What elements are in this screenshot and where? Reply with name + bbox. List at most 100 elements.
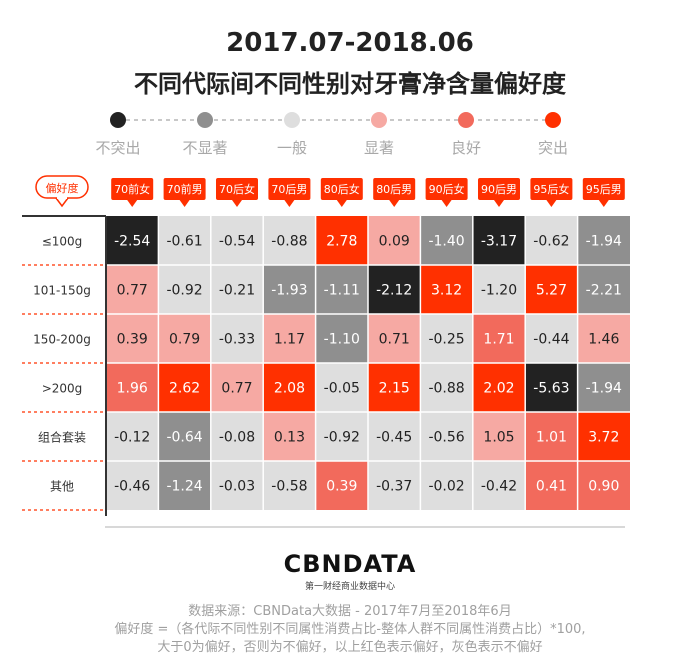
cell-value: 0.39 [326, 479, 357, 495]
cell-value: -1.10 [324, 332, 360, 348]
legend-dot [371, 112, 387, 128]
heatmap-cell [577, 216, 630, 265]
heatmap-cell [420, 216, 473, 265]
legend-label: 良好 [451, 139, 481, 157]
cell-value: -0.08 [219, 430, 255, 446]
svg-text:70后男: 70后男 [271, 183, 307, 196]
cell-value: -2.21 [586, 283, 622, 299]
legend-label: 不显著 [182, 139, 227, 157]
heatmap-cell [420, 363, 473, 412]
cell-value: 0.90 [588, 479, 619, 495]
cell-value: 1.96 [117, 381, 148, 397]
heatmap-cell [577, 461, 630, 510]
legend-label: 显著 [364, 139, 394, 157]
column-header: 70前女 [111, 178, 154, 207]
cell-value: -3.17 [481, 234, 517, 250]
heatmap-cell [368, 314, 421, 363]
column-header: 70前男 [163, 178, 206, 207]
cell-value: -0.62 [533, 234, 569, 250]
heatmap-cell [420, 412, 473, 461]
cell-value: -0.54 [219, 234, 255, 250]
source-note: 数据来源：CBNData大数据 - 2017年7月至2018年6月 [188, 604, 512, 619]
heatmap-cell [315, 216, 368, 265]
cell-value: 1.71 [483, 332, 514, 348]
cell-value: -0.58 [271, 479, 307, 495]
heatmap-cell [472, 314, 526, 363]
cell-value: 3.12 [431, 283, 462, 299]
row-label: 150-200g [33, 333, 91, 347]
heatmap-cell [158, 412, 211, 461]
cell-value: 1.17 [274, 332, 305, 348]
heatmap-cell [315, 461, 368, 510]
column-header: 90后男 [478, 178, 520, 207]
row-label: ≤100g [42, 235, 83, 249]
cell-value: 0.71 [379, 332, 410, 348]
svg-text:80后男: 80后男 [376, 183, 412, 196]
cell-value: 0.39 [117, 332, 148, 348]
heatmap-cell [158, 461, 211, 510]
cell-value: 3.72 [588, 430, 619, 446]
column-header: 80后男 [373, 178, 416, 207]
heatmap-cell [106, 461, 159, 510]
svg-text:70后女: 70后女 [219, 182, 255, 196]
column-header: 95后女 [530, 178, 573, 207]
heatmap-cell [525, 265, 578, 314]
heatmap-cell [315, 412, 368, 461]
heatmap-cell [210, 461, 264, 510]
column-header: 70后男 [268, 178, 311, 207]
heatmap-cell [106, 412, 159, 461]
heatmap-cell [315, 265, 368, 314]
cell-value: -0.05 [324, 381, 360, 397]
legend-dot [458, 112, 474, 128]
cell-value: -1.94 [586, 381, 622, 397]
cell-value: 2.78 [326, 234, 357, 250]
heatmap-cell [472, 265, 526, 314]
heatmap-cell [525, 363, 578, 412]
heatmap-cell [525, 314, 578, 363]
cell-value: -2.12 [376, 283, 412, 299]
svg-text:70前女: 70前女 [114, 182, 150, 196]
heatmap-chart: 偏好度 70前女 70前男 70后女 70后男 80后女 80后男 90后女 90后男 95后女 9… [22, 175, 630, 516]
cell-value: -1.40 [428, 234, 464, 250]
legend-label: 不突出 [95, 139, 140, 157]
svg-text:90后男: 90后男 [481, 183, 517, 196]
cell-value: 0.79 [169, 332, 200, 348]
row-label: >200g [42, 382, 83, 396]
heatmap-cell [158, 314, 211, 363]
heatmap-cell [158, 265, 211, 314]
cell-value: -1.11 [324, 283, 360, 299]
heatmap-cell [368, 265, 421, 314]
legend-label: 一般 [277, 139, 307, 157]
cell-value: 2.08 [274, 381, 305, 397]
heatmap-cell [525, 216, 578, 265]
column-header: 90后女 [425, 178, 468, 207]
chart-title-line2: 不同代际间不同性别对牙膏净含量偏好度 [134, 70, 566, 98]
heatmap-cell [525, 461, 578, 510]
svg-text:偏好度: 偏好度 [46, 181, 79, 195]
cell-value: -1.94 [586, 234, 622, 250]
cell-value: -0.45 [376, 430, 412, 446]
heatmap-cell [210, 363, 264, 412]
cell-value: 0.77 [221, 381, 252, 397]
legend-dot [110, 112, 126, 128]
svg-text:95后女: 95后女 [533, 182, 569, 196]
divider [105, 526, 625, 528]
brand-logo: CBNDATA [283, 550, 417, 578]
legend: 不突出 不显著 一般 显著 良好 突出 [95, 112, 568, 157]
cell-value: -0.12 [114, 430, 150, 446]
column-header: 80后女 [320, 178, 363, 207]
cell-value: -0.42 [481, 479, 517, 495]
cell-value: -2.54 [114, 234, 150, 250]
svg-text:90后女: 90后女 [429, 182, 465, 196]
heatmap-cell [263, 363, 316, 412]
heatmap-cell [368, 216, 421, 265]
legend-label: 突出 [538, 139, 568, 157]
cell-value: 1.46 [588, 332, 619, 348]
chart-title-line1: 2017.07-2018.06 [226, 28, 474, 58]
heatmap-cell [106, 265, 159, 314]
cell-value: -0.92 [166, 283, 202, 299]
heatmap-cell [106, 314, 159, 363]
heatmap-cell [472, 216, 526, 265]
cell-value: -1.20 [481, 283, 517, 299]
formula-note: 偏好度 =（各代际不同性别不同属性消费占比-整体人群不同属性消费占比）*100, [114, 622, 586, 637]
